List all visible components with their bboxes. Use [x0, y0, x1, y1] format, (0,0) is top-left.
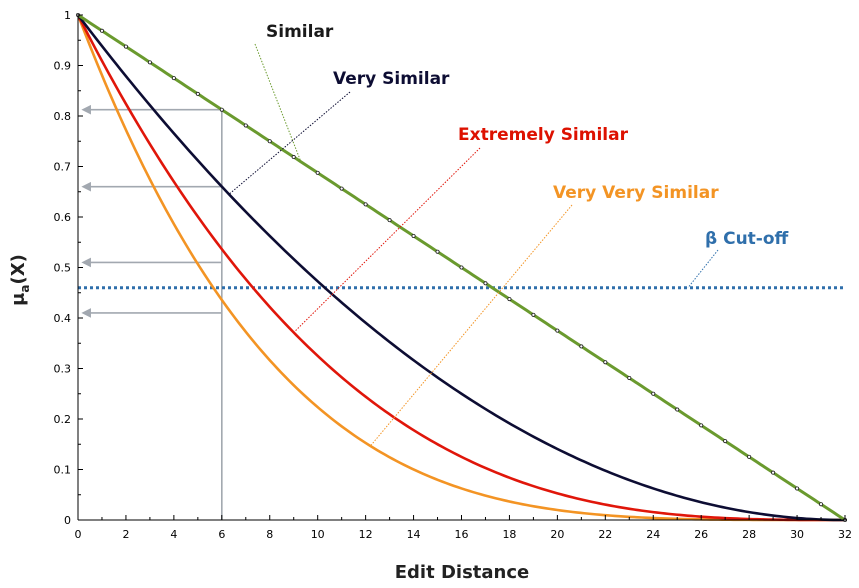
series-marker-similar — [603, 360, 608, 365]
series-marker-similar — [219, 107, 224, 112]
series-line-very-similar — [76, 14, 846, 522]
y-tick-label: 0.5 — [54, 262, 72, 275]
series-label-very-similar: Very Similar — [333, 69, 450, 89]
series-marker-similar — [195, 91, 200, 96]
series-marker-similar — [411, 233, 416, 238]
cutoff-leader — [687, 249, 719, 289]
y-tick-label: 0.2 — [54, 413, 72, 426]
series-label-similar: Similar — [266, 22, 334, 42]
y-tick-label: 0.3 — [54, 363, 72, 376]
plot-area — [76, 12, 848, 523]
y-tick-label: 0.8 — [54, 110, 72, 123]
series-leader-similar — [254, 43, 302, 162]
x-tick-label: 18 — [502, 528, 516, 541]
series-line-extremely-similar — [76, 14, 845, 522]
x-tick-label: 4 — [170, 528, 177, 541]
y-axis-title-argument: (X) — [8, 254, 29, 284]
y-axis-title: μa(X) — [8, 254, 32, 306]
series-marker-similar — [627, 375, 632, 380]
series-label-extremely-similar: Extremely Similar — [458, 125, 629, 145]
x-tick-label: 28 — [742, 528, 756, 541]
x-tick-label: 12 — [359, 528, 373, 541]
y-tick-label: 0.6 — [54, 211, 72, 224]
y-tick-label: 0.4 — [54, 312, 72, 325]
x-tick-label: 16 — [455, 528, 469, 541]
series-marker-similar — [651, 391, 656, 396]
series-marker-similar — [699, 423, 704, 428]
series-marker-similar — [579, 344, 584, 349]
x-tick-label: 10 — [311, 528, 325, 541]
y-tick-label: 0.1 — [54, 464, 72, 477]
series-marker-similar — [459, 265, 464, 270]
x-tick-label: 2 — [122, 528, 129, 541]
series-marker-similar — [819, 502, 824, 507]
series-marker-similar — [267, 139, 272, 144]
y-tick-label: 0.7 — [54, 161, 72, 174]
svg-text:μa(X): μa(X) — [8, 254, 32, 306]
series-marker-similar — [291, 155, 296, 160]
series-marker-similar — [147, 60, 152, 65]
x-tick-label: 22 — [598, 528, 612, 541]
series-marker-similar — [339, 186, 344, 191]
series-marker-similar — [99, 28, 104, 33]
series-marker-similar — [243, 123, 248, 128]
x-tick-label: 24 — [646, 528, 660, 541]
series-marker-similar — [771, 470, 776, 475]
series-marker-similar — [123, 44, 128, 49]
y-tick-label: 0 — [64, 514, 71, 527]
series-marker-similar — [171, 76, 176, 81]
x-tick-label: 26 — [694, 528, 708, 541]
y-tick-label: 0.9 — [54, 60, 72, 73]
x-tick-label: 32 — [838, 528, 852, 541]
series-marker-similar — [483, 281, 488, 286]
x-tick-label: 0 — [75, 528, 82, 541]
series-marker-similar — [795, 486, 800, 491]
x-tick-label: 8 — [266, 528, 273, 541]
series-marker-similar — [315, 170, 320, 175]
series-leader-very-similar — [228, 91, 351, 195]
series-label-very-very-similar: Very Very Similar — [553, 183, 719, 203]
series-marker-similar — [675, 407, 680, 412]
series-marker-similar — [435, 249, 440, 254]
x-tick-label: 20 — [550, 528, 564, 541]
series-marker-similar — [747, 454, 752, 459]
series-marker-similar — [555, 328, 560, 333]
series-marker-similar — [723, 439, 728, 444]
series-marker-similar — [507, 297, 512, 302]
series-marker-similar — [387, 218, 392, 223]
y-tick-label: 1 — [64, 9, 71, 22]
x-tick-label: 30 — [790, 528, 804, 541]
labels: Similar Very Similar Extremely Similar Very… — [228, 22, 789, 447]
x-axis-title: Edit Distance — [395, 562, 530, 583]
axes: 0 2 4 6 8 10 12 14 16 18 20 22 24 26 28 30 3200.10.20.30… — [54, 9, 853, 541]
series-marker-similar — [531, 312, 536, 317]
y-axis-title-subscript: a — [18, 284, 32, 292]
cutoff-label: β Cut-off — [705, 229, 789, 249]
series-marker-similar — [363, 202, 368, 207]
y-axis-title-symbol: μ — [8, 293, 29, 306]
x-tick-label: 6 — [218, 528, 225, 541]
x-tick-label: 14 — [407, 528, 421, 541]
series-leader-very-very-similar — [370, 204, 573, 447]
